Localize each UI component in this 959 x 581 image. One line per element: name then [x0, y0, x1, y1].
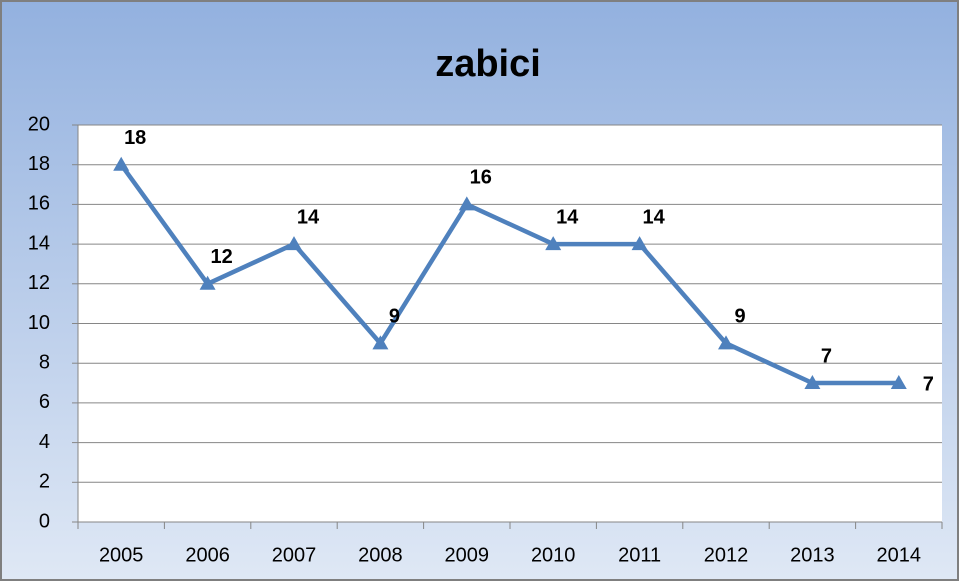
y-tick-label: 18: [28, 153, 50, 175]
x-tick-label: 2010: [531, 544, 576, 566]
marker: [545, 236, 562, 251]
marker: [804, 375, 821, 390]
y-tick-label: 4: [39, 431, 50, 453]
data-label: 7: [821, 345, 832, 367]
x-tick-label: 2006: [185, 544, 230, 566]
marker: [890, 375, 907, 390]
x-tick-label: 2008: [358, 544, 403, 566]
marker: [372, 335, 389, 350]
chart-title: zabici: [435, 43, 541, 85]
x-tick-label: 2009: [445, 544, 490, 566]
x-tick-label: 2011: [618, 544, 661, 566]
y-tick-label: 12: [28, 272, 50, 294]
x-tick-label: 2007: [272, 544, 317, 566]
data-label: 14: [556, 206, 579, 228]
y-tick-label: 8: [39, 351, 50, 373]
marker: [113, 156, 130, 171]
y-tick-label: 16: [28, 193, 50, 215]
data-label: 14: [297, 206, 320, 228]
marker: [458, 196, 475, 211]
marker: [631, 236, 648, 251]
marker: [286, 236, 302, 251]
data-label: 14: [642, 206, 665, 228]
data-label: 9: [734, 306, 745, 328]
y-tick-label: 2: [39, 471, 50, 493]
y-tick-label: 0: [39, 510, 50, 532]
x-tick-label: 2014: [877, 544, 922, 566]
data-label: 9: [389, 306, 400, 328]
y-tick-label: 20: [28, 113, 50, 135]
y-tick-label: 10: [28, 312, 50, 334]
data-label: 18: [124, 127, 146, 149]
data-line: [119, 163, 899, 386]
data-label: 12: [210, 246, 232, 268]
x-tick-label: 2012: [704, 544, 749, 566]
y-tick-label: 14: [28, 232, 50, 254]
data-label: 16: [470, 167, 492, 189]
x-tick-label: 2005: [99, 544, 144, 566]
marker: [718, 335, 734, 350]
y-tick-label: 6: [39, 391, 50, 413]
data-label: 7: [923, 373, 934, 395]
marker: [199, 275, 216, 290]
x-tick-label: 2013: [790, 544, 835, 566]
